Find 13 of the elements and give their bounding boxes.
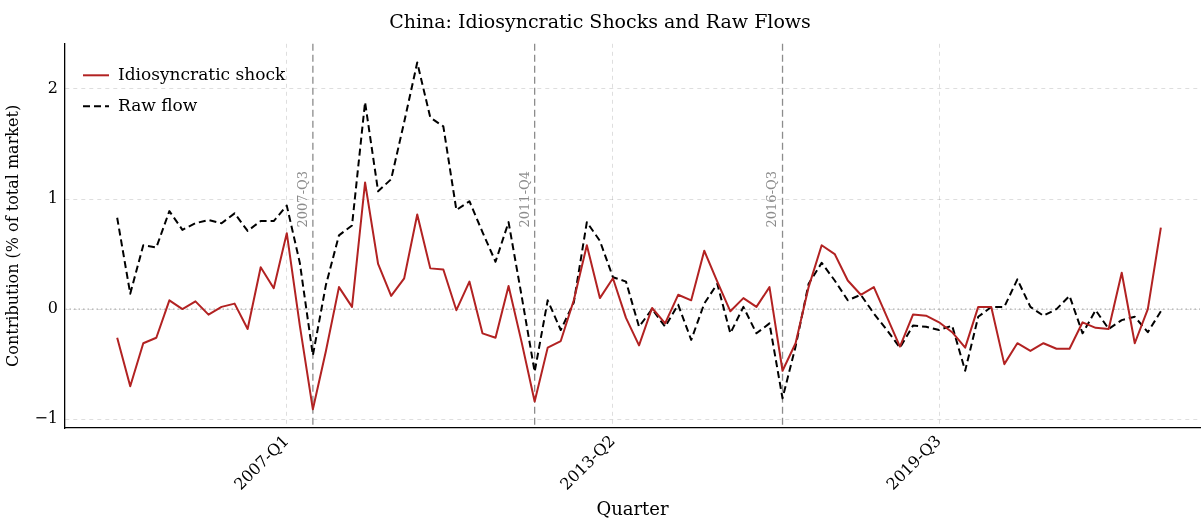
legend-label: Idiosyncratic shock (118, 63, 286, 84)
chart-title: China: Idiosyncratic Shocks and Raw Flows (389, 10, 811, 33)
y-tick-label: 0 (47, 298, 58, 318)
legend-label: Raw flow (118, 94, 198, 115)
y-tick-label: −1 (34, 408, 58, 428)
ref-line-label: 2011-Q4 (516, 171, 532, 228)
y-tick-label: 2 (47, 78, 58, 98)
y-tick-label: 1 (47, 188, 58, 208)
ref-line-label: 2016-Q3 (764, 171, 780, 228)
y-axis-title: Contribution (% of total market) (2, 104, 22, 367)
line-series (116, 61, 1162, 400)
ref-line-label: 2007-Q3 (294, 171, 310, 228)
x-axis-title: Quarter (596, 497, 669, 519)
